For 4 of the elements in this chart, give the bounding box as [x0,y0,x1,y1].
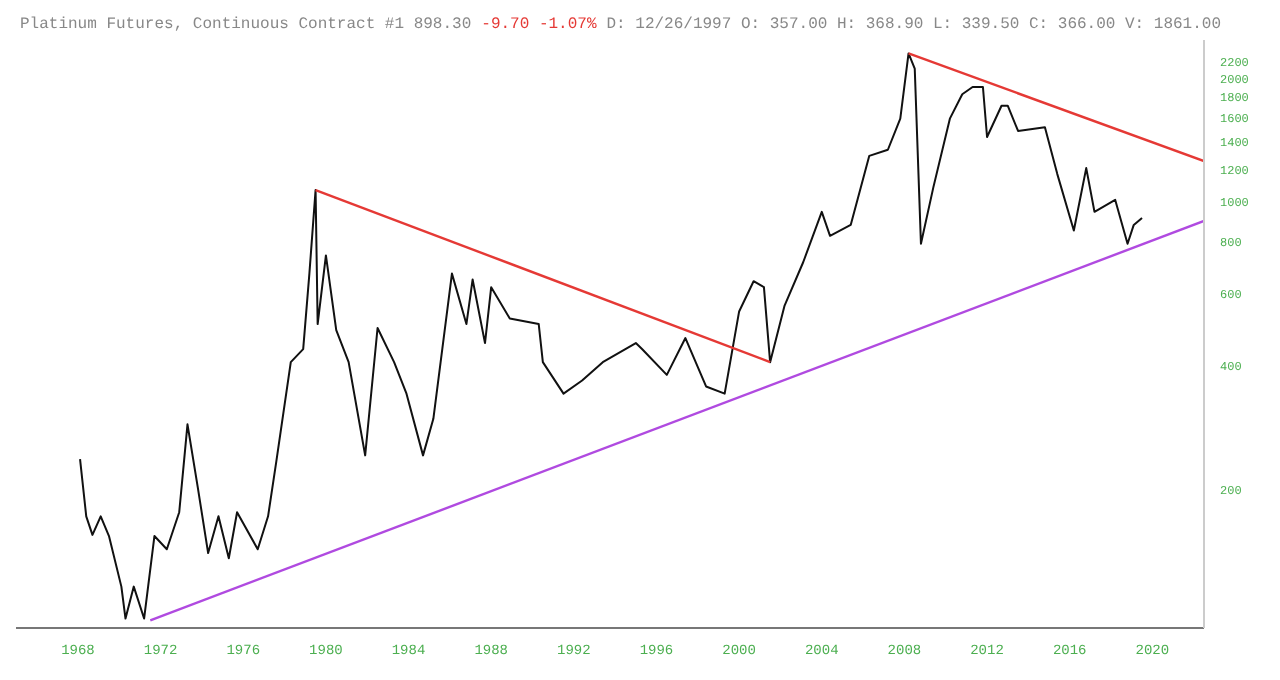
chart-title: Platinum Futures, Continuous Contract #1 898.30 [20,16,472,34]
text: D: 12/26/1997 O: 357.00 H: 368.90 L: 339.50 C: 366.00 V: 1861.00 [606,16,1221,34]
line-series [79,52,1144,620]
text: -9.70 -1.07% [481,16,597,34]
